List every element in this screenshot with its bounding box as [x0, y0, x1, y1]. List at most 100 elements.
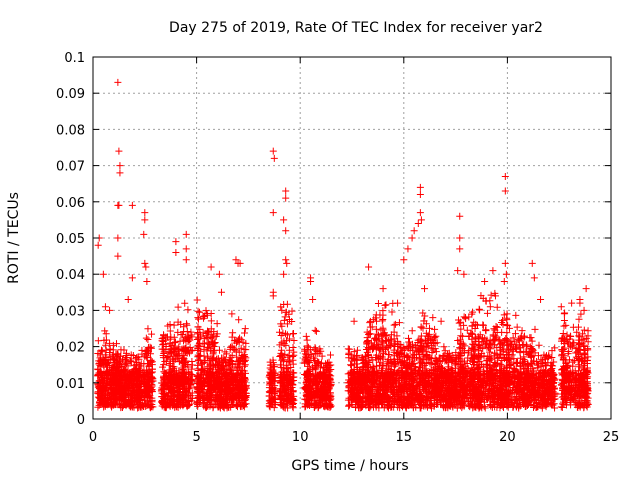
- data-point: [166, 335, 174, 343]
- data-point: [159, 351, 167, 359]
- data-point: [115, 401, 123, 409]
- data-point: [122, 380, 130, 388]
- data-point: [188, 357, 196, 365]
- data-point: [165, 361, 173, 369]
- data-point: [105, 358, 113, 366]
- data-point: [160, 332, 168, 340]
- data-point: [486, 303, 494, 311]
- data-point: [312, 327, 320, 335]
- data-point: [143, 347, 151, 355]
- data-points: [94, 78, 592, 412]
- data-point: [148, 330, 156, 338]
- data-point: [419, 324, 427, 332]
- data-point: [131, 365, 139, 373]
- data-point: [290, 348, 298, 356]
- data-point: [143, 370, 151, 378]
- data-point: [285, 351, 293, 359]
- data-point: [302, 332, 310, 340]
- data-point: [513, 323, 521, 331]
- data-point: [97, 375, 105, 383]
- data-point: [102, 341, 110, 349]
- data-point: [96, 354, 104, 362]
- data-point: [120, 346, 128, 354]
- data-point: [145, 369, 153, 377]
- data-point: [166, 355, 174, 363]
- data-point: [116, 357, 124, 365]
- data-point: [147, 344, 155, 352]
- data-point: [136, 387, 144, 395]
- data-point: [288, 307, 296, 315]
- data-point: [129, 373, 137, 381]
- data-point: [347, 361, 355, 369]
- data-point: [95, 401, 103, 409]
- data-point: [135, 364, 143, 372]
- data-point: [160, 390, 168, 398]
- data-point: [105, 361, 113, 369]
- data-point: [160, 368, 168, 376]
- data-point: [463, 326, 471, 334]
- data-point: [142, 334, 150, 342]
- data-point: [158, 337, 166, 345]
- data-point: [432, 348, 440, 356]
- data-point: [379, 324, 387, 332]
- data-point: [135, 395, 143, 403]
- data-point: [159, 340, 167, 348]
- data-point: [128, 370, 136, 378]
- data-point: [141, 400, 149, 408]
- data-point: [290, 336, 298, 344]
- data-point: [426, 324, 434, 332]
- data-point: [166, 381, 174, 389]
- data-point: [141, 347, 149, 355]
- data-point: [98, 348, 106, 356]
- data-point: [462, 315, 470, 323]
- data-point: [145, 376, 153, 384]
- data-point: [431, 325, 439, 333]
- data-point: [115, 384, 123, 392]
- data-point: [148, 361, 156, 369]
- data-point: [167, 345, 175, 353]
- data-point: [115, 393, 123, 401]
- data-point: [101, 327, 109, 335]
- data-point: [132, 360, 140, 368]
- data-point: [161, 357, 169, 365]
- data-point: [457, 332, 465, 340]
- data-point: [194, 314, 202, 322]
- data-point: [135, 355, 143, 363]
- data-point: [115, 360, 123, 368]
- data-point: [106, 339, 114, 347]
- data-point: [124, 362, 132, 370]
- data-point: [121, 383, 129, 391]
- data-point: [493, 303, 501, 311]
- data-point: [228, 310, 236, 318]
- data-point: [174, 303, 182, 311]
- data-point: [166, 389, 174, 397]
- data-point: [144, 325, 152, 333]
- data-point: [140, 372, 148, 380]
- data-point: [122, 366, 130, 374]
- data-point: [388, 308, 396, 316]
- data-point: [144, 360, 152, 368]
- data-point: [108, 390, 116, 398]
- data-point: [166, 366, 174, 374]
- data-point: [386, 335, 394, 343]
- data-point: [110, 388, 118, 396]
- data-point: [144, 388, 152, 396]
- data-point: [121, 356, 129, 364]
- data-point: [432, 332, 440, 340]
- data-point: [234, 337, 242, 345]
- data-point: [374, 299, 382, 307]
- data-point: [193, 296, 201, 304]
- data-point: [440, 343, 448, 351]
- data-point: [104, 363, 112, 371]
- data-point: [275, 328, 283, 336]
- data-point: [215, 346, 223, 354]
- data-point: [353, 346, 361, 354]
- data-point: [104, 394, 112, 402]
- data-point: [195, 308, 203, 316]
- data-point: [311, 326, 319, 334]
- data-point: [102, 336, 110, 344]
- data-point: [121, 392, 129, 400]
- data-point: [102, 382, 110, 390]
